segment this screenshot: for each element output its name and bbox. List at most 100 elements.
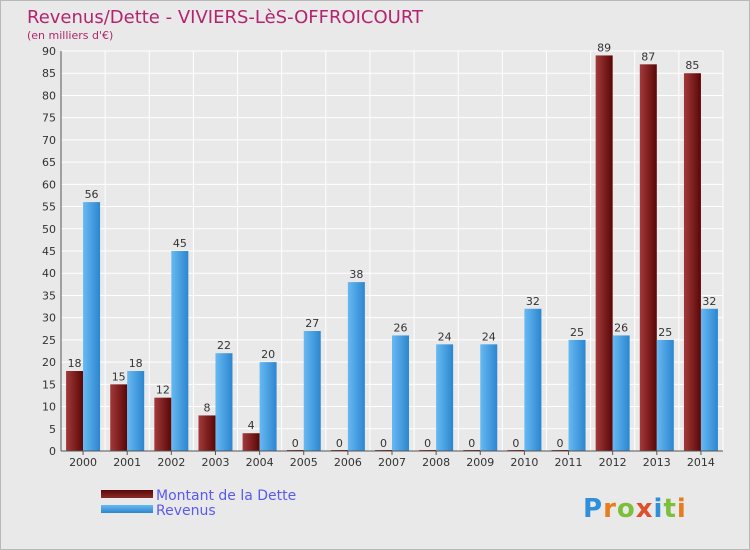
value-label-revenue: 24 bbox=[482, 330, 496, 343]
value-label-debt: 0 bbox=[380, 437, 387, 450]
bar-revenue bbox=[127, 371, 145, 451]
bar-revenue bbox=[259, 362, 277, 451]
value-label-debt: 0 bbox=[292, 437, 299, 450]
x-tick-label: 2001 bbox=[113, 456, 141, 469]
bar-revenue bbox=[568, 339, 586, 451]
bars-layer: 1856151812458224200270380260240240320258… bbox=[66, 41, 718, 452]
legend: Montant de la Dette Revenus bbox=[101, 488, 296, 519]
axis-layer: 0510152025303540455055606570758085902000… bbox=[42, 45, 723, 469]
y-tick-label: 15 bbox=[42, 378, 56, 391]
value-label-revenue: 56 bbox=[85, 188, 99, 201]
y-tick-label: 30 bbox=[42, 312, 56, 325]
bar-debt bbox=[154, 397, 172, 451]
y-tick-label: 35 bbox=[42, 289, 56, 302]
bar-revenue bbox=[612, 335, 630, 451]
y-tick-label: 45 bbox=[42, 245, 56, 258]
bar-debt bbox=[110, 384, 128, 451]
y-tick-label: 65 bbox=[42, 156, 56, 169]
value-label-debt: 0 bbox=[424, 437, 431, 450]
proxiti-logo: Proxiti bbox=[583, 494, 687, 524]
x-tick-label: 2012 bbox=[599, 456, 627, 469]
bar-debt bbox=[595, 55, 613, 451]
bar-revenue bbox=[303, 331, 321, 451]
value-label-debt: 4 bbox=[248, 419, 255, 432]
value-label-debt: 0 bbox=[336, 437, 343, 450]
x-tick-label: 2003 bbox=[201, 456, 229, 469]
bar-debt bbox=[683, 73, 701, 451]
value-label-revenue: 25 bbox=[570, 326, 584, 339]
value-label-debt: 89 bbox=[597, 41, 611, 54]
y-tick-label: 90 bbox=[42, 45, 56, 58]
y-tick-label: 20 bbox=[42, 356, 56, 369]
bar-revenue bbox=[83, 202, 101, 451]
bar-revenue bbox=[392, 335, 409, 451]
bar-revenue bbox=[656, 339, 674, 451]
bar-revenue bbox=[347, 282, 365, 451]
y-tick-label: 25 bbox=[42, 334, 56, 347]
x-tick-label: 2014 bbox=[687, 456, 715, 469]
chart-subtitle: (en milliers d'€) bbox=[27, 29, 113, 42]
value-label-debt: 85 bbox=[685, 59, 699, 72]
bar-revenue bbox=[524, 308, 542, 451]
value-label-revenue: 32 bbox=[702, 295, 716, 308]
value-label-debt: 18 bbox=[68, 357, 82, 370]
bar-revenue bbox=[700, 308, 718, 451]
bar-debt bbox=[198, 415, 216, 451]
value-label-revenue: 26 bbox=[394, 321, 408, 334]
bar-debt bbox=[66, 371, 84, 451]
y-tick-label: 0 bbox=[49, 445, 56, 458]
value-label-debt: 12 bbox=[156, 384, 170, 397]
y-tick-label: 5 bbox=[49, 423, 56, 436]
x-tick-label: 2005 bbox=[290, 456, 318, 469]
legend-swatch-revenue bbox=[101, 505, 153, 513]
y-tick-label: 40 bbox=[42, 267, 56, 280]
value-label-revenue: 24 bbox=[438, 330, 452, 343]
bar-revenue bbox=[480, 344, 498, 451]
value-label-revenue: 25 bbox=[658, 326, 672, 339]
x-tick-label: 2007 bbox=[378, 456, 406, 469]
y-tick-label: 70 bbox=[42, 134, 56, 147]
value-label-revenue: 32 bbox=[526, 295, 540, 308]
legend-label-debt: Montant de la Dette bbox=[156, 488, 296, 504]
x-tick-label: 2000 bbox=[69, 456, 97, 469]
chart-title: Revenus/Dette - VIVIERS-LèS-OFFROICOURT bbox=[27, 7, 424, 28]
x-tick-label: 2004 bbox=[246, 456, 274, 469]
value-label-revenue: 18 bbox=[129, 357, 143, 370]
y-tick-label: 85 bbox=[42, 67, 56, 80]
x-tick-label: 2006 bbox=[334, 456, 362, 469]
legend-label-revenue: Revenus bbox=[156, 503, 216, 519]
value-label-revenue: 26 bbox=[614, 321, 628, 334]
value-label-debt: 0 bbox=[468, 437, 475, 450]
x-tick-label: 2002 bbox=[157, 456, 185, 469]
bar-revenue bbox=[215, 353, 233, 451]
bar-debt bbox=[242, 433, 260, 451]
x-tick-label: 2013 bbox=[643, 456, 671, 469]
legend-swatch-debt bbox=[101, 490, 153, 498]
y-tick-label: 10 bbox=[42, 401, 56, 414]
value-label-debt: 87 bbox=[641, 50, 655, 63]
value-label-debt: 0 bbox=[557, 437, 564, 450]
value-label-revenue: 27 bbox=[305, 317, 319, 330]
y-tick-label: 55 bbox=[42, 201, 56, 214]
bar-revenue bbox=[436, 344, 454, 451]
value-label-revenue: 22 bbox=[217, 339, 231, 352]
svg-text:Proxiti: Proxiti bbox=[583, 494, 687, 524]
value-label-debt: 8 bbox=[203, 401, 210, 414]
value-label-debt: 0 bbox=[512, 437, 519, 450]
y-tick-label: 75 bbox=[42, 112, 56, 125]
value-label-debt: 15 bbox=[112, 370, 126, 383]
x-tick-label: 2011 bbox=[555, 456, 583, 469]
bar-revenue bbox=[171, 251, 189, 451]
x-tick-label: 2008 bbox=[422, 456, 450, 469]
x-tick-label: 2009 bbox=[466, 456, 494, 469]
y-tick-label: 60 bbox=[42, 178, 56, 191]
y-tick-label: 80 bbox=[42, 89, 56, 102]
value-label-revenue: 38 bbox=[349, 268, 363, 281]
value-label-revenue: 20 bbox=[261, 348, 275, 361]
value-label-revenue: 45 bbox=[173, 237, 187, 250]
bar-debt bbox=[639, 64, 657, 452]
x-tick-label: 2010 bbox=[510, 456, 538, 469]
y-tick-label: 50 bbox=[42, 223, 56, 236]
